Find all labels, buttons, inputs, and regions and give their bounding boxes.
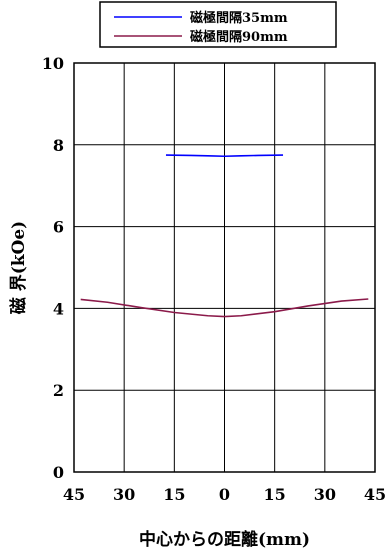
x-tick-label: 30 xyxy=(314,485,336,504)
y-tick-label: 0 xyxy=(53,463,64,482)
y-tick-labels: 0 2 4 6 8 10 xyxy=(42,54,64,482)
y-tick-label: 2 xyxy=(53,381,64,400)
legend-label-90mm: 磁極間隔90mm xyxy=(190,29,288,45)
legend-label-35mm: 磁極間隔35mm xyxy=(190,10,288,26)
y-axis-label: 磁 界(kOe) xyxy=(8,221,29,314)
plot-area-frame xyxy=(73,62,376,473)
series-line-1 xyxy=(80,298,369,318)
x-tick-label: 15 xyxy=(264,485,286,504)
x-tick-label: 45 xyxy=(364,485,386,504)
x-tick-label: 0 xyxy=(219,485,230,504)
x-tick-labels: 45 30 15 0 15 30 45 xyxy=(63,485,386,504)
y-tick-label: 6 xyxy=(53,218,64,237)
x-tick-label: 45 xyxy=(63,485,85,504)
legend-box xyxy=(99,1,337,48)
series-line-0 xyxy=(165,154,284,158)
x-axis-label: 中心からの距離(mm) xyxy=(139,529,310,550)
x-tick-label: 30 xyxy=(113,485,135,504)
gridlines xyxy=(74,63,375,472)
legend: 磁極間隔35mm 磁極間隔90mm xyxy=(99,1,337,48)
y-tick-label: 10 xyxy=(42,54,64,73)
y-tick-label: 8 xyxy=(53,136,64,155)
y-tick-label: 4 xyxy=(53,299,64,318)
x-tick-label: 15 xyxy=(163,485,185,504)
series-layer xyxy=(80,154,369,318)
